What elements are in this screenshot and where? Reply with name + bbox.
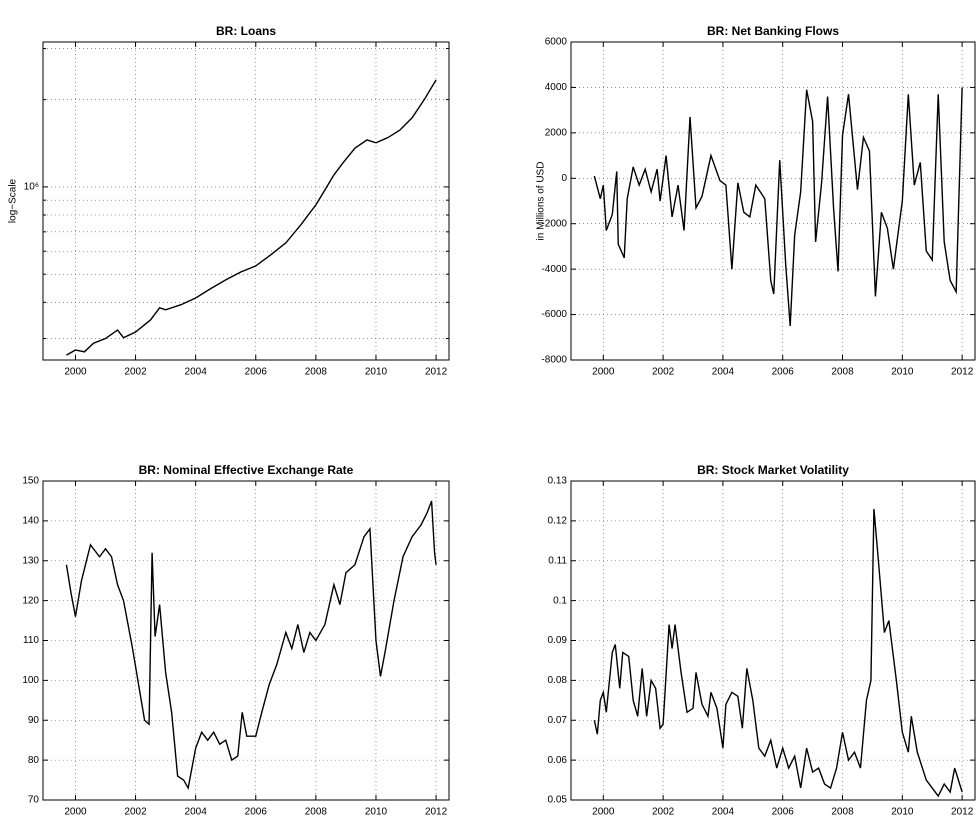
chart-title: BR: Nominal Effective Exchange Rate xyxy=(139,463,354,477)
y-tick-label: -8000 xyxy=(541,355,567,366)
x-tick-label: 2008 xyxy=(831,807,854,818)
y-axis-label: log−Scale xyxy=(8,178,19,223)
y-tick-label: 0.08 xyxy=(548,675,568,686)
chart-title: BR: Loans xyxy=(216,24,276,38)
y-tick-label: 0.1 xyxy=(553,595,567,606)
x-tick-label: 2004 xyxy=(712,367,735,378)
y-tick-label: 110 xyxy=(23,635,39,646)
axes-box xyxy=(570,480,976,801)
x-tick-label: 2006 xyxy=(245,367,268,378)
x-tick-label: 2000 xyxy=(592,367,615,378)
x-tick-label: 2010 xyxy=(365,367,388,378)
y-tick-label: 0.12 xyxy=(548,516,568,527)
y-tick-label: 130 xyxy=(22,555,39,566)
plot-area xyxy=(43,42,449,360)
x-tick-label: 2004 xyxy=(185,367,208,378)
plot-area xyxy=(571,42,975,360)
x-tick-label: 2012 xyxy=(951,807,974,818)
axes-box xyxy=(42,480,450,801)
y-tick-label: 0.13 xyxy=(548,476,568,487)
x-tick-label: 2012 xyxy=(425,367,448,378)
y-tick-label: 120 xyxy=(22,595,39,606)
x-tick-label: 2010 xyxy=(365,807,388,818)
y-tick-label: 6000 xyxy=(545,37,568,48)
y-tick-label: 140 xyxy=(22,516,39,527)
x-tick-label: 2008 xyxy=(305,367,328,378)
x-tick-label: 2002 xyxy=(124,807,147,818)
y-tick-label: 0.09 xyxy=(548,635,568,646)
axes-box xyxy=(42,41,450,361)
x-tick-label: 2006 xyxy=(772,367,795,378)
x-tick-label: 2000 xyxy=(64,807,87,818)
y-tick-label: -6000 xyxy=(541,309,567,320)
y-tick-label: 0.07 xyxy=(548,715,568,726)
y-tick-label: 10⁶ xyxy=(24,182,39,193)
x-tick-label: 2000 xyxy=(592,807,615,818)
y-tick-label: 4000 xyxy=(545,82,568,93)
chart-title: BR: Net Banking Flows xyxy=(707,24,839,38)
data-line xyxy=(593,87,963,326)
x-tick-label: 2008 xyxy=(305,807,328,818)
y-tick-label: -2000 xyxy=(541,218,567,229)
y-tick-label: 100 xyxy=(22,675,39,686)
data-line xyxy=(66,79,437,356)
x-tick-label: 2010 xyxy=(891,807,914,818)
x-tick-label: 2000 xyxy=(64,367,87,378)
x-tick-label: 2004 xyxy=(712,807,735,818)
y-tick-label: 90 xyxy=(28,715,40,726)
y-tick-label: 150 xyxy=(22,476,39,487)
y-axis-label: in Millions of USD xyxy=(536,162,547,241)
x-tick-label: 2010 xyxy=(891,367,914,378)
chart-title: BR: Stock Market Volatility xyxy=(697,463,849,477)
x-tick-label: 2012 xyxy=(425,807,448,818)
x-tick-label: 2002 xyxy=(124,367,147,378)
x-tick-label: 2006 xyxy=(772,807,795,818)
y-tick-label: 70 xyxy=(28,795,40,806)
x-tick-label: 2012 xyxy=(951,367,974,378)
x-tick-label: 2008 xyxy=(831,367,854,378)
y-tick-label: 0.05 xyxy=(548,795,568,806)
y-tick-label: 2000 xyxy=(545,127,568,138)
x-tick-label: 2006 xyxy=(245,807,268,818)
data-line xyxy=(593,508,963,798)
axes-box xyxy=(570,41,976,361)
y-tick-label: -4000 xyxy=(541,264,567,275)
y-tick-label: 0 xyxy=(561,173,567,184)
y-tick-label: 0.11 xyxy=(548,555,567,566)
x-tick-label: 2002 xyxy=(652,807,675,818)
data-line xyxy=(65,500,437,791)
y-tick-label: 80 xyxy=(28,755,40,766)
x-tick-label: 2002 xyxy=(652,367,675,378)
plot-area xyxy=(43,481,449,800)
y-tick-label: 0.06 xyxy=(548,755,568,766)
x-tick-label: 2004 xyxy=(185,807,208,818)
